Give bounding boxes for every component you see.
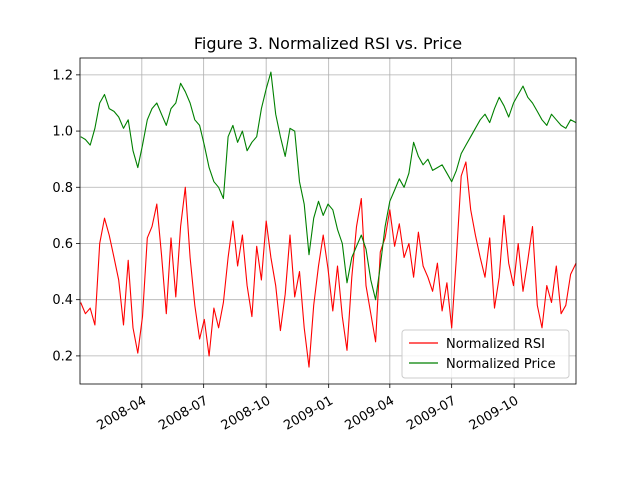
chart-title: Figure 3. Normalized RSI vs. Price	[194, 34, 462, 53]
plot-frame	[79, 57, 577, 385]
y-tick-label: 0.4	[52, 293, 73, 308]
series-line-rsi	[80, 161, 577, 368]
series-line-price	[80, 71, 577, 301]
series-layer	[80, 71, 577, 368]
y-tick-label: 1.2	[52, 68, 73, 83]
y-tick-label: 0.6	[52, 237, 73, 252]
legend: Normalized RSI Normalized Price	[401, 329, 570, 379]
legend-label-rsi: Normalized RSI	[446, 337, 545, 352]
y-tick-label: 1.0	[52, 125, 73, 140]
legend-box	[401, 329, 570, 379]
y-tick-label: 0.8	[52, 181, 73, 196]
legend-label-price: Normalized Price	[446, 357, 556, 372]
y-tick-label: 0.2	[52, 349, 73, 364]
